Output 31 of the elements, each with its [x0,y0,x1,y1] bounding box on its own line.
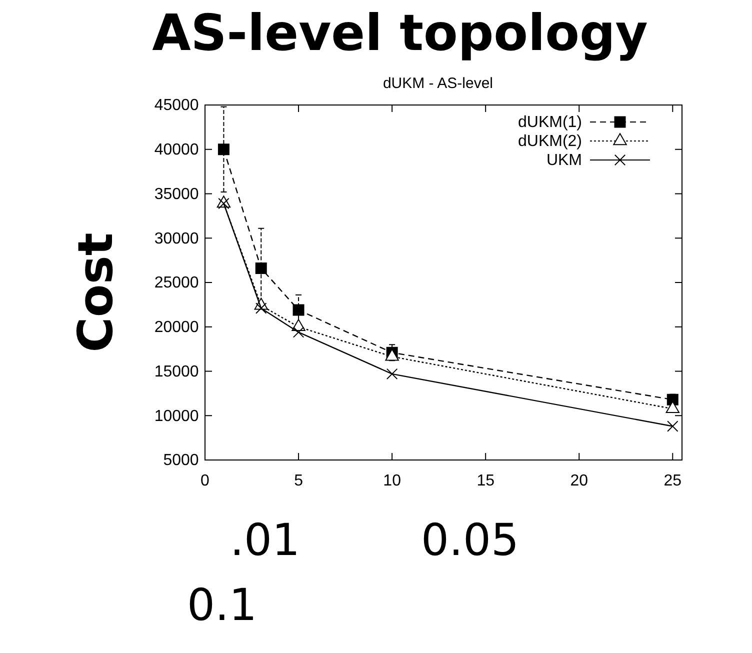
point [292,326,304,338]
chart-subtitle: dUKM - AS-level [382,75,494,92]
x-tick-label: 5 [294,472,304,490]
y-tick-label: 20000 [154,318,199,336]
x-tick-label: 0 [200,472,210,490]
y-tick-label: 15000 [154,363,199,380]
point [255,262,267,274]
y-tick-label: 5000 [163,452,199,470]
y-axis-title: Cost [68,232,124,352]
point [667,420,678,432]
y-tick-label: 25000 [154,274,199,292]
text: 0.1 [187,580,257,631]
text: .01 [230,515,300,566]
point [256,302,267,314]
legend-label: UKM [546,152,582,169]
y-tick-label: 10000 [154,408,199,425]
legend-label: dUKM(2) [518,133,582,150]
x-tick-label: 20 [570,472,588,490]
point [386,368,398,380]
y-tick-label: 30000 [154,230,199,248]
point [292,304,304,316]
x-tick-label: 10 [383,472,402,490]
y-tick-label: 40000 [154,141,199,158]
y-tick-label: 45000 [154,97,199,114]
text: 0.05 [421,515,519,566]
y-tick-label: 35000 [154,186,199,203]
point [218,144,230,156]
x-tick-label: 15 [476,472,495,490]
chart-title: AS-level topology [152,4,648,62]
legend-label: dUKM(1) [518,114,582,131]
x-tick-label: 25 [664,472,682,490]
